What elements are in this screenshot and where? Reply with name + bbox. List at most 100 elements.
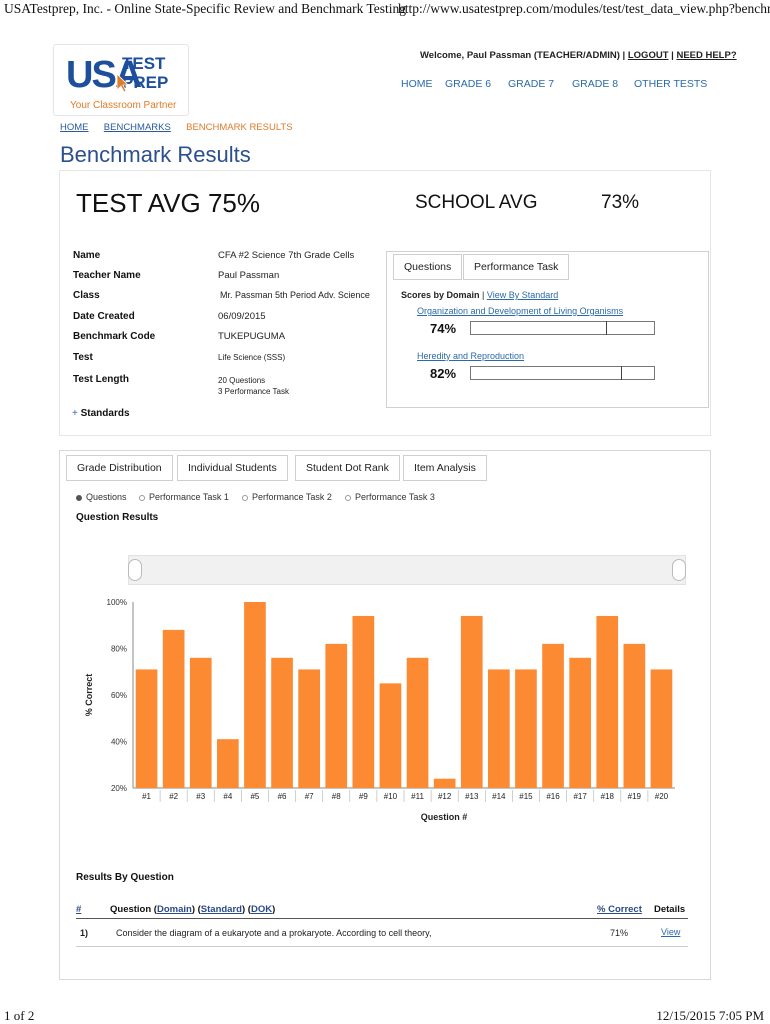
- breadcrumb: HOME BENCHMARKS BENCHMARK RESULTS: [60, 122, 293, 133]
- x-tick-label: #13: [465, 792, 479, 801]
- bar-question-20: [650, 669, 673, 788]
- x-tick-label: #4: [223, 792, 232, 801]
- tab-student-dot-rank[interactable]: Student Dot Rank: [295, 455, 400, 481]
- nav-grade-7[interactable]: GRADE 7: [508, 78, 555, 90]
- page-title: Benchmark Results: [60, 142, 251, 167]
- x-tick-label: #3: [196, 792, 205, 801]
- x-tick-label: #7: [305, 792, 314, 801]
- radio-performance-task-2[interactable]: Performance Task 2: [242, 492, 332, 502]
- table-row: 1) Consider the diagram of a eukaryote a…: [76, 922, 688, 946]
- col-header-number[interactable]: #: [76, 904, 82, 915]
- logo-usa: USA: [66, 54, 142, 96]
- x-tick-label: #15: [519, 792, 533, 801]
- nav-grade-6[interactable]: GRADE 6: [445, 78, 492, 90]
- print-url: http://www.usatestprep.com/modules/test/…: [398, 1, 770, 16]
- radio-questions[interactable]: Questions: [76, 492, 127, 502]
- radio-icon: [345, 494, 351, 501]
- x-tick-label: #14: [492, 792, 506, 801]
- tab-questions[interactable]: Questions: [393, 254, 463, 280]
- bar-question-15: [515, 669, 537, 788]
- radio-performance-task-1[interactable]: Performance Task 1: [139, 492, 229, 502]
- x-tick-label: #19: [628, 792, 642, 801]
- question-results-heading: Question Results: [76, 512, 159, 523]
- results-panel: [59, 450, 711, 980]
- field-label-length: Test Length: [73, 374, 129, 385]
- summary-panel: [59, 170, 711, 436]
- standards-label: Standards: [80, 408, 130, 419]
- bar-question-16: [542, 643, 564, 788]
- bar-question-8: [325, 643, 348, 788]
- domain-tabbox: [386, 251, 709, 408]
- col-header-question: Question (Domain) (Standard) (DOK): [110, 904, 276, 915]
- tab-grade-distribution[interactable]: Grade Distribution: [66, 455, 173, 481]
- table-header-rule: [76, 918, 688, 919]
- plus-icon: +: [72, 408, 78, 419]
- test-average: TEST AVG 75%: [76, 188, 261, 218]
- bar-question-5: [244, 602, 266, 788]
- bar-question-18: [596, 615, 619, 788]
- print-page-number: 1 of 2: [4, 1008, 35, 1023]
- nav-home[interactable]: HOME: [401, 78, 433, 90]
- x-tick-label: #8: [332, 792, 341, 801]
- col-header-standard[interactable]: Standard: [200, 904, 242, 915]
- results-by-question-heading: Results By Question: [76, 872, 174, 883]
- domain-score-bar: [470, 366, 655, 380]
- cursor-icon: [116, 73, 129, 93]
- row-number: 1): [80, 928, 89, 938]
- y-tick-label: 60%: [111, 691, 127, 700]
- bar-question-10: [379, 683, 402, 788]
- x-tick-label: #10: [384, 792, 398, 801]
- tab-performance-task[interactable]: Performance Task: [463, 254, 570, 280]
- tab-item-analysis[interactable]: Item Analysis: [403, 455, 487, 481]
- view-by-standard-link[interactable]: View By Standard: [486, 290, 559, 300]
- need-help-link[interactable]: NEED HELP?: [676, 50, 737, 61]
- field-label-code: Benchmark Code: [73, 331, 156, 342]
- chart-range-slider[interactable]: [128, 555, 686, 585]
- y-tick-label: 20%: [111, 784, 127, 793]
- x-tick-label: #16: [546, 792, 560, 801]
- col-header-question-label: Question: [110, 904, 152, 915]
- bar-question-17: [569, 657, 591, 788]
- field-value-date: 06/09/2015: [218, 311, 266, 322]
- col-header-dok[interactable]: DOK: [250, 904, 273, 915]
- field-value-class: Mr. Passman 5th Period Adv. Science: [220, 290, 370, 300]
- row-view-link[interactable]: View: [661, 927, 681, 937]
- x-tick-label: #11: [411, 792, 424, 801]
- domain-link-organization[interactable]: Organization and Development of Living O…: [417, 306, 624, 316]
- y-axis-label: % Correct: [84, 674, 94, 717]
- bar-question-14: [488, 669, 510, 788]
- slider-handle-right[interactable]: [672, 559, 686, 581]
- col-header-details: Details: [654, 904, 686, 915]
- field-label-name: Name: [73, 250, 101, 261]
- nav-grade-8[interactable]: GRADE 8: [572, 78, 619, 90]
- field-value-length-2: 3 Performance Task: [218, 387, 289, 396]
- radio-selected-icon: [76, 494, 82, 501]
- col-header-correct[interactable]: % Correct: [597, 904, 642, 915]
- usatestprep-logo[interactable]: USA TEST PREP Your Classroom Partner: [53, 44, 189, 116]
- school-average-value: 73%: [601, 192, 640, 213]
- print-datetime: 12/15/2015 7:05 PM: [656, 1008, 764, 1023]
- domain-score-bar: [470, 321, 655, 335]
- field-value-teacher: Paul Passman: [218, 270, 280, 281]
- x-tick-label: #2: [169, 792, 178, 801]
- field-label-class: Class: [73, 290, 100, 301]
- col-header-domain[interactable]: Domain: [156, 904, 192, 915]
- tab-individual-students[interactable]: Individual Students: [177, 455, 288, 481]
- domain-link-heredity[interactable]: Heredity and Reproduction: [417, 351, 525, 361]
- breadcrumb-home[interactable]: HOME: [60, 122, 89, 133]
- breadcrumb-benchmarks[interactable]: BENCHMARKS: [103, 122, 171, 133]
- logo-test: TEST: [122, 54, 166, 73]
- radio-icon: [242, 494, 248, 501]
- bar-question-2: [162, 629, 185, 788]
- nav-other-tests[interactable]: OTHER TESTS: [634, 78, 708, 90]
- logout-link[interactable]: LOGOUT: [627, 50, 669, 61]
- table-row-rule: [76, 946, 688, 947]
- standards-toggle[interactable]: + Standards: [72, 408, 130, 419]
- x-axis-label: Question #: [421, 812, 468, 822]
- scores-label: Scores by Domain: [401, 290, 480, 300]
- bar-question-9: [352, 615, 375, 788]
- row-question: Consider the diagram of a eukaryote and …: [116, 928, 432, 938]
- slider-handle-left[interactable]: [128, 559, 142, 581]
- radio-performance-task-3[interactable]: Performance Task 3: [345, 492, 435, 502]
- x-tick-label: #17: [573, 792, 587, 801]
